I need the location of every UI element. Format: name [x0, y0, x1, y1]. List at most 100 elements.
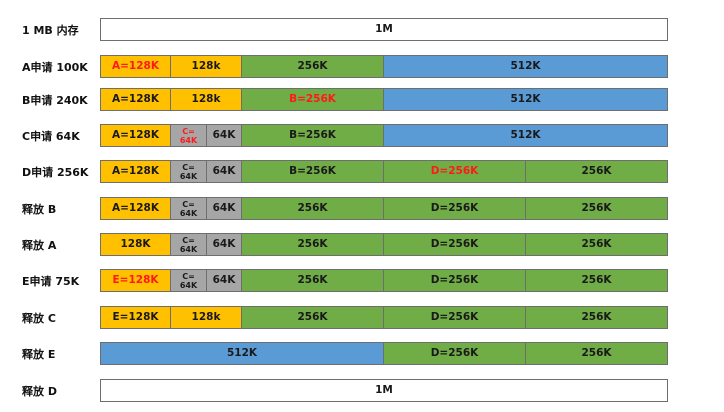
- memory-block-label: 64K: [179, 280, 198, 290]
- memory-block-label: 128K: [120, 238, 151, 251]
- memory-block: D=256K: [384, 269, 526, 292]
- memory-block: A=128K: [100, 160, 171, 183]
- memory-block-label: 64K: [179, 208, 198, 218]
- memory-block: 256K: [242, 197, 384, 220]
- memory-block: A=128K: [100, 88, 171, 111]
- row-label: 释放 D: [22, 385, 57, 398]
- memory-block-label: 64K: [212, 202, 236, 215]
- memory-block-label: E=128K: [112, 274, 159, 287]
- memory-block-label: 256K: [297, 202, 328, 215]
- memory-block: 64K: [207, 269, 242, 292]
- memory-block-label: C=: [182, 271, 195, 281]
- memory-bar: A=128K 128k 256K 512K: [100, 55, 668, 78]
- memory-block: C= 64K: [171, 124, 207, 147]
- memory-block: D=256K: [384, 306, 526, 329]
- row-label: A申请 100K: [22, 61, 88, 74]
- memory-block-label: B=256K: [289, 93, 336, 106]
- memory-block-label: A=128K: [112, 165, 159, 178]
- memory-block-label: 256K: [581, 311, 612, 324]
- memory-block-label: 512K: [510, 93, 541, 106]
- memory-block-label: 128k: [191, 93, 221, 106]
- memory-block-label: 256K: [581, 347, 612, 360]
- memory-block: 512K: [384, 88, 668, 111]
- memory-block-label: 256K: [297, 238, 328, 251]
- memory-block-label: 512K: [510, 60, 541, 73]
- row-label: 1 MB 内存: [22, 24, 79, 37]
- memory-block: A=128K: [100, 124, 171, 147]
- memory-block: 1M: [100, 18, 668, 41]
- memory-block: 256K: [526, 306, 668, 329]
- memory-block: 128k: [171, 88, 242, 111]
- memory-block: 512K: [384, 55, 668, 78]
- memory-block-label: A=128K: [112, 202, 159, 215]
- memory-block: D=256K: [384, 160, 526, 183]
- row-label: C申请 64K: [22, 130, 80, 143]
- memory-bar: 128K C= 64K 64K 256K D=256K 256K: [100, 233, 668, 256]
- memory-block-label: C=: [182, 199, 195, 209]
- memory-block-label: C=: [182, 126, 195, 136]
- memory-block: D=256K: [384, 233, 526, 256]
- memory-block-label: C=: [182, 235, 195, 245]
- row-label: 释放 E: [22, 348, 56, 361]
- memory-bar: 1M: [100, 18, 668, 41]
- memory-block-label: 256K: [297, 274, 328, 287]
- memory-bar: 1M: [100, 379, 668, 402]
- memory-block: 64K: [207, 160, 242, 183]
- memory-block-label: A=128K: [112, 93, 159, 106]
- row-label: 释放 B: [22, 203, 57, 216]
- memory-block-label: 64K: [212, 238, 236, 251]
- memory-block: 256K: [526, 160, 668, 183]
- memory-block: 128k: [171, 55, 242, 78]
- memory-block-label: 128k: [191, 60, 221, 73]
- memory-block-label: 256K: [581, 274, 612, 287]
- row-label: E申请 75K: [22, 275, 80, 288]
- row-label: D申请 256K: [22, 166, 89, 179]
- memory-bar: E=128K 128k 256K D=256K 256K: [100, 306, 668, 329]
- memory-bar: E=128K C= 64K 64K 256K D=256K 256K: [100, 269, 668, 292]
- memory-block: 128k: [171, 306, 242, 329]
- memory-bar: 512K D=256K 256K: [100, 342, 668, 365]
- memory-block: C= 64K: [171, 233, 207, 256]
- memory-block-label: 256K: [297, 311, 328, 324]
- memory-block-label: D=256K: [430, 311, 479, 324]
- memory-block: D=256K: [384, 342, 526, 365]
- memory-block: 256K: [526, 342, 668, 365]
- memory-block-label: 64K: [212, 274, 236, 287]
- memory-block-label: A=128K: [112, 129, 159, 142]
- memory-block-label: D=256K: [430, 347, 479, 360]
- memory-block: 256K: [242, 306, 384, 329]
- memory-block: 1M: [100, 379, 668, 402]
- memory-block-label: 128k: [191, 311, 221, 324]
- memory-block: 256K: [526, 233, 668, 256]
- memory-block-label: 512K: [226, 347, 258, 360]
- memory-block: 256K: [526, 197, 668, 220]
- memory-block: 512K: [100, 342, 384, 365]
- memory-block-label: D=256K: [430, 202, 479, 215]
- memory-bar: A=128K C= 64K 64K B=256K 512K: [100, 124, 668, 147]
- memory-block: E=128K: [100, 269, 171, 292]
- memory-block-label: 256K: [297, 60, 328, 73]
- memory-block: 256K: [242, 55, 384, 78]
- memory-block: 256K: [242, 233, 384, 256]
- memory-block-label: 256K: [581, 202, 612, 215]
- memory-block-label: 256K: [581, 238, 612, 251]
- memory-block-label: E=128K: [112, 311, 159, 324]
- memory-block: 256K: [526, 269, 668, 292]
- memory-block-label: 1M: [375, 384, 393, 397]
- memory-block-label: 64K: [212, 165, 236, 178]
- memory-block: 256K: [242, 269, 384, 292]
- memory-block: 512K: [384, 124, 668, 147]
- memory-block-label: 64K: [212, 129, 236, 142]
- row-label: 释放 A: [22, 239, 57, 252]
- memory-block-label: 64K: [179, 171, 198, 181]
- memory-block-label: 64K: [179, 135, 198, 145]
- memory-block-label: D=256K: [430, 238, 479, 251]
- memory-block-label: B=256K: [289, 129, 336, 142]
- memory-bar: A=128K C= 64K 64K B=256K D=256K 256K: [100, 160, 668, 183]
- memory-block: B=256K: [242, 160, 384, 183]
- memory-block: C= 64K: [171, 197, 207, 220]
- memory-bar: A=128K 128k B=256K 512K: [100, 88, 668, 111]
- row-label: 释放 C: [22, 312, 56, 325]
- memory-block-label: D=256K: [430, 165, 479, 178]
- memory-block: C= 64K: [171, 269, 207, 292]
